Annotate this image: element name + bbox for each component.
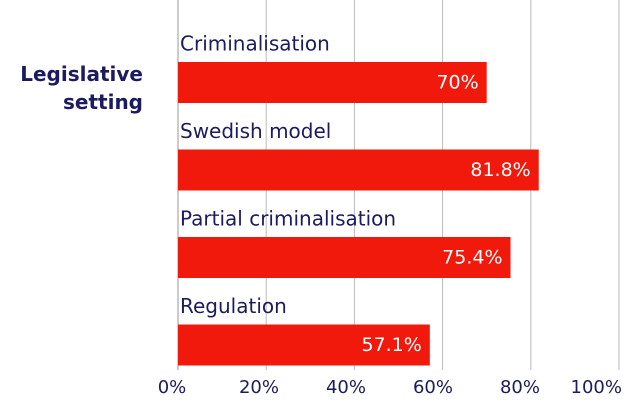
value-label: 75.4% [442, 247, 502, 269]
x-tick-label: 80% [500, 377, 540, 398]
category-label: Partial criminalisation [180, 207, 396, 231]
bar [178, 149, 539, 191]
x-tick-label: 0% [158, 377, 187, 398]
bar [178, 62, 487, 103]
y-axis-label: Legislative setting [20, 62, 143, 114]
x-tick-label: 60% [413, 377, 453, 398]
x-tick-label: 40% [326, 377, 366, 398]
value-label: 57.1% [361, 334, 421, 356]
category-label: Criminalisation [180, 32, 330, 56]
x-tick-label: 100% [571, 377, 622, 398]
value-label: 81.8% [470, 159, 530, 181]
category-label: Regulation [180, 294, 287, 318]
x-tick-label: 20% [239, 377, 279, 398]
category-label: Swedish model [180, 119, 331, 143]
value-label: 70% [436, 72, 478, 94]
bar [178, 324, 430, 366]
bar [178, 237, 511, 278]
